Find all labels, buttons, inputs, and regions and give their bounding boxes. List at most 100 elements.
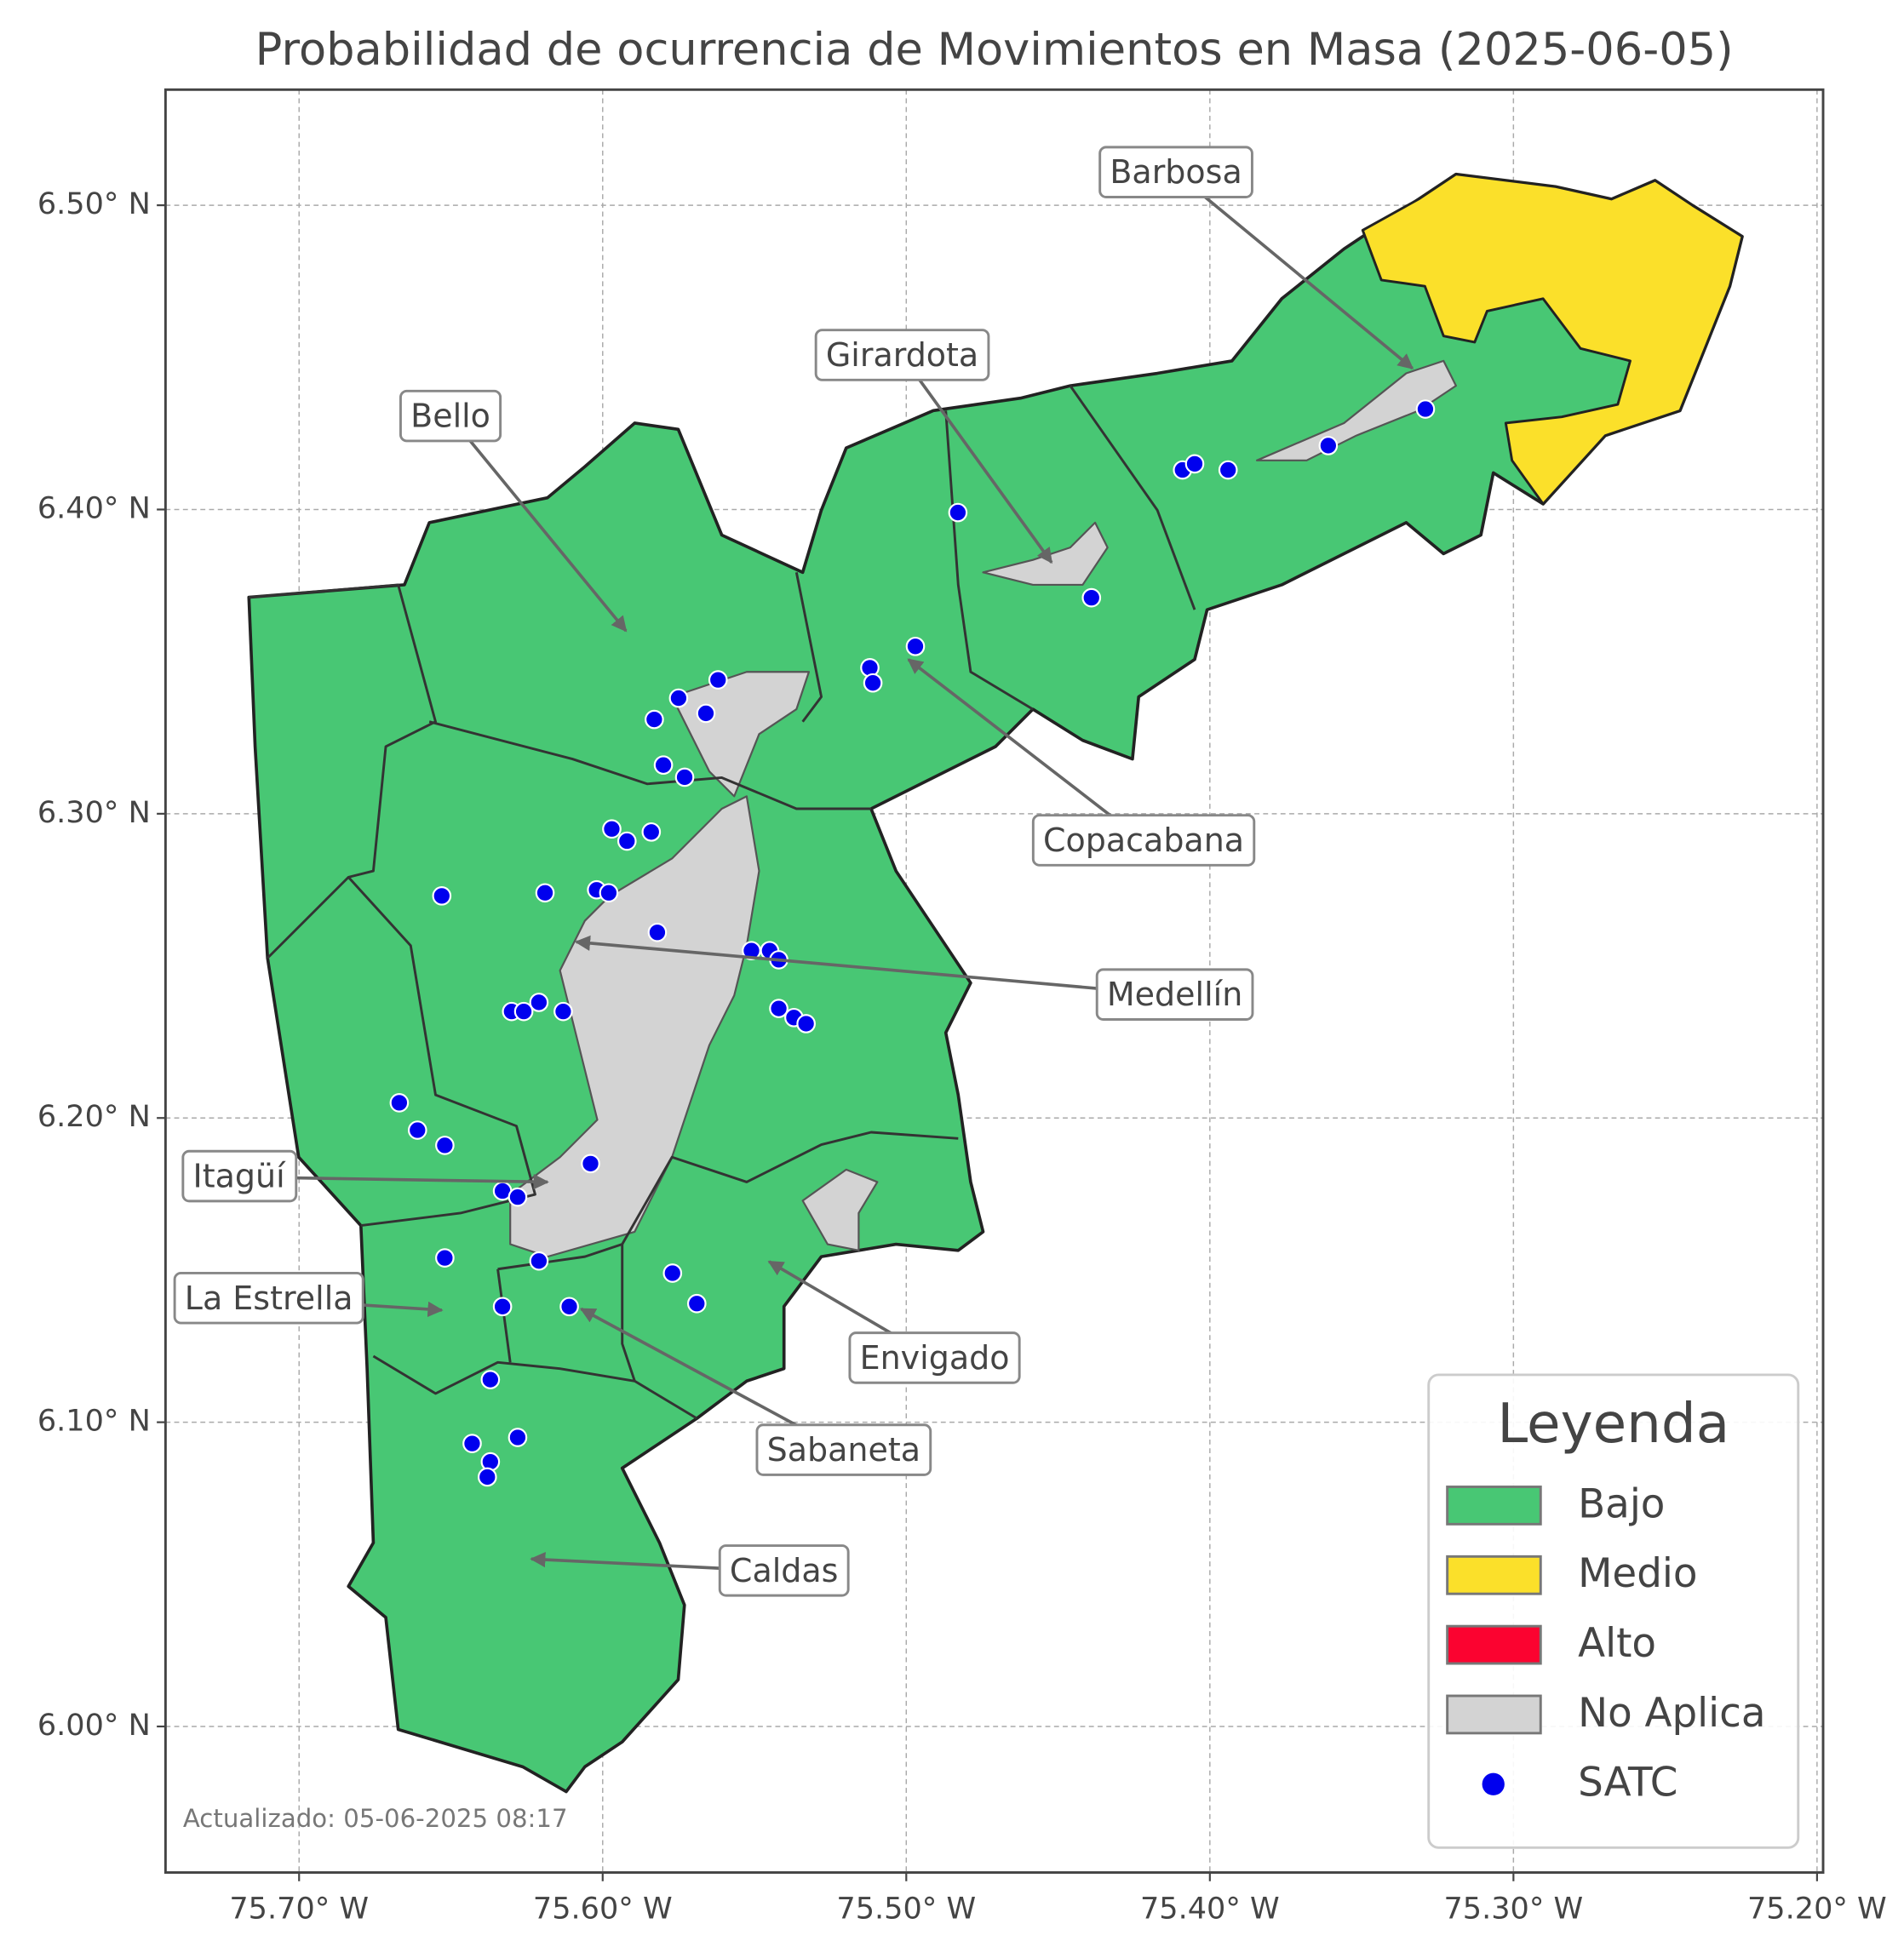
annotation-label: La Estrella	[185, 1280, 353, 1317]
annotation-box	[181, 1149, 298, 1203]
municipal-border	[372, 1354, 698, 1420]
footnote: Actualizado: 05-06-2025 08:17	[183, 1804, 568, 1833]
legend-label: Alto	[1578, 1621, 1656, 1667]
x-tick-label: 75.70° W	[229, 1891, 369, 1926]
annotation-label: Envigado	[860, 1339, 1010, 1377]
annotation-arrow	[574, 935, 1175, 998]
y-tick-label: 6.00° N	[37, 1708, 151, 1743]
annotation-label: Medellín	[1107, 976, 1242, 1013]
satc-point	[641, 822, 662, 842]
x-tick-label: 75.60° W	[533, 1891, 673, 1926]
legend-marker	[1482, 1772, 1505, 1795]
satc-point	[668, 688, 689, 708]
satc-point	[480, 1370, 501, 1389]
satc-point	[462, 1434, 482, 1453]
satc-point	[645, 709, 664, 730]
x-tick-label: 75.50° W	[836, 1891, 976, 1926]
satc-point	[617, 831, 637, 851]
satc-point	[1218, 460, 1238, 480]
municipal-border	[794, 572, 823, 723]
satc-point	[559, 1297, 579, 1317]
axes-frame	[163, 88, 1825, 1875]
municipal-border	[497, 1131, 959, 1271]
satc-point	[529, 993, 549, 1012]
annotation-arrow	[1174, 171, 1414, 370]
annotation-label: Bello	[410, 398, 490, 435]
region-no-aplica	[509, 795, 760, 1258]
legend-swatch	[1446, 1694, 1542, 1735]
legend-swatch	[1446, 1624, 1542, 1665]
satc-point	[769, 999, 789, 1018]
satc-point	[662, 1263, 683, 1283]
annotation-arrow	[449, 415, 628, 633]
satc-point	[407, 1120, 427, 1140]
satc-point	[535, 883, 555, 903]
annotation-box	[848, 1331, 1021, 1384]
legend: Leyenda Bajo Medio Alto No Aplica SATC	[1427, 1373, 1800, 1849]
legend-title: Leyenda	[1497, 1392, 1729, 1456]
municipal-border	[347, 876, 536, 1228]
y-tick-label: 6.40° N	[37, 490, 151, 525]
annotation-arrow	[907, 658, 1145, 843]
annotation-label: Itagüí	[193, 1158, 287, 1195]
legend-label: SATC	[1578, 1761, 1677, 1806]
map-title: Probabilidad de ocurrencia de Movimiento…	[255, 24, 1734, 76]
satc-point	[905, 636, 926, 656]
satc-point	[1318, 436, 1339, 455]
y-tick-label: 6.50° N	[37, 186, 151, 221]
satc-point	[796, 1014, 816, 1033]
satc-point	[435, 1248, 455, 1268]
satc-point	[708, 670, 728, 690]
satc-point	[513, 1001, 534, 1022]
y-tick-label: 6.10° N	[37, 1404, 151, 1439]
annotation-box	[755, 1423, 932, 1476]
annotation-label: Barbosa	[1110, 153, 1242, 191]
annotation-box	[173, 1272, 364, 1325]
satc-point	[674, 767, 695, 787]
annotation-arrow	[901, 354, 1053, 564]
satc-point	[647, 922, 668, 942]
region-no-aplica	[671, 671, 811, 798]
annotation-label: Girardota	[826, 336, 978, 374]
municipal-border	[621, 1244, 636, 1382]
legend-label: Bajo	[1578, 1481, 1665, 1527]
satc-point	[686, 1293, 707, 1314]
satc-point	[1415, 399, 1436, 419]
annotation-box	[814, 329, 990, 381]
satc-point	[1184, 454, 1205, 474]
annotations: Barbosa Girardota Bello Copacabana Medellín I…	[173, 146, 1414, 1597]
satc-points	[389, 399, 1436, 1487]
satc-point	[599, 883, 619, 903]
annotation-box	[1031, 814, 1256, 867]
annotation-box	[718, 1544, 850, 1597]
satc-point	[1081, 587, 1102, 608]
y-tick-label: 6.20° N	[37, 1099, 151, 1134]
satc-point	[863, 673, 883, 693]
annotation-box	[1095, 968, 1254, 1021]
satc-point	[508, 1428, 528, 1447]
satc-point	[477, 1467, 497, 1487]
legend-swatch	[1446, 1486, 1542, 1526]
municipal-border	[1069, 385, 1196, 610]
satc-point	[529, 1251, 549, 1271]
annotation-box	[1098, 146, 1253, 198]
satc-point	[508, 1187, 528, 1207]
y-tick-label: 6.30° N	[37, 795, 151, 830]
annotation-label: Sabaneta	[767, 1431, 920, 1469]
satc-point	[948, 502, 968, 523]
x-tick-label: 75.20° W	[1747, 1891, 1887, 1926]
legend-label: Medio	[1578, 1551, 1697, 1597]
municipal-border	[944, 410, 1034, 711]
satc-point	[602, 819, 622, 839]
satc-point	[653, 755, 674, 776]
satc-point	[389, 1093, 410, 1113]
x-tick-label: 75.30° W	[1443, 1891, 1583, 1926]
satc-point	[581, 1154, 600, 1174]
satc-point	[553, 1001, 573, 1022]
satc-point	[492, 1297, 513, 1317]
annotation-label: Caldas	[730, 1552, 839, 1589]
satc-point	[435, 1136, 455, 1155]
x-tick-label: 75.40° W	[1140, 1891, 1280, 1926]
satc-point	[432, 886, 452, 906]
